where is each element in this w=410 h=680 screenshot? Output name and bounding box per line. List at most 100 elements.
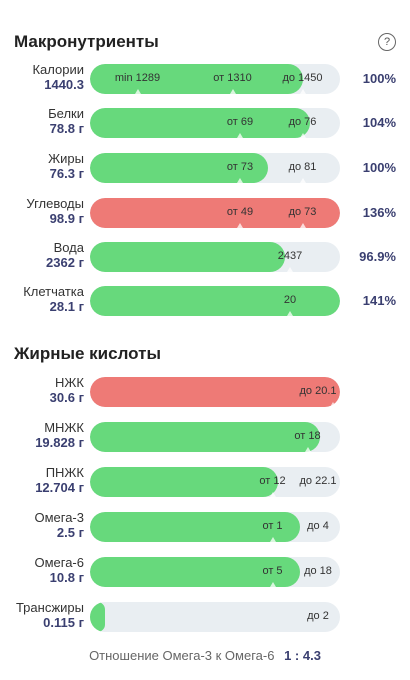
range-marker-label: 2437 [277,250,303,262]
nutrient-amount: 1440.3 [44,77,84,92]
nutrient-name: НЖК [55,375,84,390]
omega-ratio: Отношение Омега-3 к Омега-6 1 : 4.3 [0,648,410,663]
nutrient-amount: 12.704 г [35,480,84,495]
nutrient-amount: 2362 г [46,255,84,270]
nutrient-amount: 98.9 г [49,211,84,226]
range-marker-notch [304,447,311,452]
help-icon[interactable]: ? [378,33,396,51]
range-marker-notch [269,537,276,542]
omega-ratio-value: 1 : 4.3 [284,648,321,663]
progress-bar: 20 [90,286,340,316]
progress-bar: 2437 [90,242,340,272]
fatty_acids-row[interactable]: МНЖК 19.828 г от 18 [0,420,410,454]
nutrient-label: Углеводы 98.9 г [0,196,84,226]
macros-row[interactable]: Белки 78.8 г от 69 до 76 104% [0,106,410,140]
progress-fill [90,286,340,316]
fatty_acids-row[interactable]: Омега-6 10.8 г от 5 до 18 [0,555,410,589]
macros-row[interactable]: Вода 2362 г 2437 96.9% [0,240,410,274]
progress-bar: до 20.1 [90,377,340,407]
range-marker-label: от 73 [226,161,254,173]
fatty_acids-row[interactable]: НЖК 30.6 г до 20.1 [0,375,410,409]
nutrient-label: Калории 1440.3 [0,62,84,92]
progress-fill [90,557,300,587]
percent-value: 136% [362,205,396,220]
fatty_acids-row[interactable]: Трансжиры 0.115 г до 2 [0,600,410,634]
range-marker-notch [334,537,340,542]
progress-fill [90,512,300,542]
range-marker-label: до 1450 [282,72,323,84]
fatty_acids-row[interactable]: ПНЖК 12.704 г от 12 до 22.1 [0,465,410,499]
nutrient-name: Клетчатка [23,284,84,299]
nutrient-label: НЖК 30.6 г [0,375,84,405]
range-marker-label: от 49 [226,206,254,218]
range-marker-label: до 76 [288,116,317,128]
nutrient-amount: 19.828 г [35,435,84,450]
range-marker-notch [237,178,243,183]
progress-fill [90,198,340,228]
nutrient-name: Углеводы [26,196,84,211]
nutrient-name: МНЖК [44,420,84,435]
nutrient-amount: 28.1 г [49,299,84,314]
range-marker-label: до 81 [288,161,317,173]
range-marker-label: от 1310 [213,72,252,84]
nutrient-amount: 30.6 г [49,390,84,405]
percent-value: 100% [362,160,396,175]
range-marker-notch [134,89,141,94]
range-marker-notch [299,133,306,138]
macros-row[interactable]: Калории 1440.3 min 1289 от 1310 до 1450 100% [0,62,410,96]
range-marker-label: 20 [283,294,297,306]
fatty-acids-title: Жирные кислоты [14,344,161,363]
nutrient-amount: 76.3 г [49,166,84,181]
nutrient-label: ПНЖК 12.704 г [0,465,84,495]
range-marker-notch [269,492,276,497]
range-marker-notch [334,582,340,587]
fatty_acids-row[interactable]: Омега-3 2.5 г от 1 до 4 [0,510,410,544]
macros-row[interactable]: Клетчатка 28.1 г 20 141% [0,284,410,318]
progress-bar: от 5 до 18 [90,557,340,587]
nutrient-amount: 78.8 г [49,121,84,136]
progress-fill [90,108,310,138]
range-marker-notch [334,627,340,632]
fatty-acids-header: Жирные кислоты [14,342,396,366]
progress-bar: от 73 до 81 [90,153,340,183]
percent-value: 104% [362,115,396,130]
progress-bar: от 69 до 76 [90,108,340,138]
nutrient-label: Жиры 76.3 г [0,151,84,181]
range-marker-notch [237,133,243,138]
nutrient-label: Омега-3 2.5 г [0,510,84,540]
percent-value: 100% [362,71,396,86]
range-marker-label: min 1289 [114,72,161,84]
progress-bar: от 18 [90,422,340,452]
progress-fill [90,602,105,632]
nutrient-label: Белки 78.8 г [0,106,84,136]
progress-bar: min 1289 от 1310 до 1450 [90,64,340,94]
nutrient-name: Белки [48,106,84,121]
range-marker-notch [299,89,306,94]
progress-bar: от 1 до 4 [90,512,340,542]
macros-row[interactable]: Жиры 76.3 г от 73 до 81 100% [0,151,410,185]
range-marker-label: до 2 [307,610,329,622]
progress-bar: до 2 [90,602,340,632]
range-marker-notch [269,582,276,587]
range-marker-notch [299,178,306,183]
range-marker-notch [329,402,336,407]
nutrient-name: Жиры [48,151,84,166]
omega-ratio-label: Отношение Омега-3 к Омега-6 [89,648,275,663]
range-marker-notch [287,311,293,316]
range-marker-label: до 20.1 [299,385,337,397]
nutrient-name: ПНЖК [45,465,84,480]
progress-fill [90,242,285,272]
percent-value: 96.9% [359,249,396,264]
range-marker-label: до 73 [288,206,317,218]
nutrient-name: Омега-3 [34,510,84,525]
macros-row[interactable]: Углеводы 98.9 г от 49 до 73 136% [0,196,410,230]
range-marker-label: до 4 [307,520,329,532]
macros-title: Макронутриенты [14,32,159,51]
range-marker-label: от 1 [262,520,283,532]
nutrient-name: Трансжиры [15,600,84,615]
range-marker-notch [229,89,236,94]
nutrient-amount: 0.115 г [43,615,84,630]
nutrient-amount: 2.5 г [56,525,84,540]
range-marker-label: до 22.1 [299,475,337,487]
